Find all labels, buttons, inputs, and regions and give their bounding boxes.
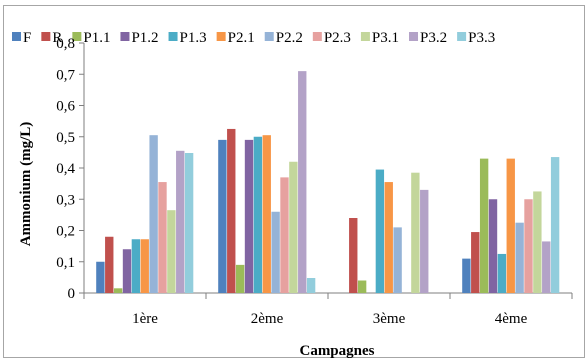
bar-f	[96, 261, 105, 293]
y-tick-label: 0,7	[56, 67, 75, 83]
bar-p2-1	[384, 182, 393, 293]
y-axis-title: Ammonium (mg/L)	[18, 122, 34, 247]
legend-swatch	[216, 32, 226, 41]
y-tick-label: 0,5	[56, 130, 75, 146]
bar-p3-3	[306, 278, 316, 293]
legend-swatch	[264, 32, 274, 41]
y-tick-label: 0,1	[56, 255, 75, 271]
legend-label: P2.1	[228, 30, 255, 46]
legend-label: P1.3	[180, 30, 207, 46]
legend-label: P1.1	[83, 30, 110, 46]
legend: F R P1.1 P1.2 P1.3 P2.1 P2.2 P2.3 P3.1 P3.2 P3.3	[12, 30, 495, 46]
bar-p1-1	[357, 280, 367, 293]
bar-p2-1	[140, 239, 149, 293]
bar-p1-3	[375, 169, 385, 293]
bar-p2-2	[393, 227, 402, 293]
bars	[96, 71, 560, 293]
bar-r	[471, 232, 480, 293]
bar-p3-2	[298, 71, 307, 293]
x-tick-label: 1ère	[132, 311, 158, 327]
bar-p1-3	[497, 253, 507, 293]
y-tick-label: 0,2	[56, 224, 75, 240]
y-tick-label: 0	[68, 286, 76, 302]
bar-f	[218, 139, 227, 293]
x-tick-label: 2ème	[251, 311, 284, 327]
bar-p3-1	[167, 210, 176, 293]
bar-p2-3	[280, 177, 289, 293]
bar-r	[105, 236, 114, 293]
y-tick-label: 0,8	[56, 36, 75, 52]
bar-p1-2	[122, 249, 132, 293]
bar-p2-2	[271, 211, 280, 293]
legend-label: P3.2	[420, 30, 447, 46]
bar-p3-1	[533, 191, 542, 293]
legend-label: P2.2	[276, 30, 303, 46]
legend-label: P3.1	[372, 30, 399, 46]
y-axis: 0 0,1 0,2 0,3 0,4 0,5 0,6 0,7 0,8	[56, 36, 85, 302]
legend-swatch	[41, 32, 51, 41]
bar-p2-2	[515, 222, 524, 293]
legend-label: R	[52, 30, 62, 46]
bar-p1-1	[235, 264, 245, 293]
bar-p3-3	[184, 153, 194, 293]
y-tick-label: 0,4	[56, 161, 75, 177]
x-tick-label: 3ème	[373, 311, 406, 327]
bar-p1-2	[244, 139, 254, 293]
x-tick-label: 4ème	[495, 311, 528, 327]
bar-r	[227, 128, 236, 293]
legend-swatch	[72, 32, 82, 41]
legend-label: P1.2	[131, 30, 158, 46]
bar-p2-3	[524, 199, 533, 293]
legend-swatch	[312, 32, 322, 41]
legend-swatch	[409, 32, 419, 41]
bar-p3-1	[411, 172, 420, 293]
x-axis-title: Campagnes	[299, 343, 374, 359]
bar-p2-1	[262, 135, 271, 293]
y-tick-label: 0,3	[56, 192, 75, 208]
legend-swatch	[120, 32, 130, 41]
bar-p3-2	[542, 241, 551, 293]
bar-p2-1	[506, 158, 515, 293]
legend-swatch	[457, 32, 467, 41]
bar-p1-3	[253, 136, 263, 293]
legend-swatch	[168, 32, 178, 41]
bar-p1-2	[488, 199, 498, 293]
bar-p1-1	[113, 288, 123, 293]
legend-swatch	[360, 32, 370, 41]
bar-p3-1	[289, 161, 298, 293]
bar-p2-2	[149, 135, 158, 293]
legend-label: P2.3	[324, 30, 351, 46]
bar-p3-3	[550, 157, 560, 293]
bar-p3-2	[176, 150, 185, 293]
bar-r	[349, 218, 358, 293]
y-tick-label: 0,6	[56, 99, 75, 115]
bar-f	[462, 258, 471, 293]
bar-p2-3	[158, 182, 167, 293]
legend-label: F	[23, 30, 31, 46]
bar-p3-2	[420, 189, 429, 293]
bar-p1-1	[479, 158, 489, 293]
legend-label: P3.3	[468, 30, 495, 46]
legend-swatch	[12, 32, 21, 41]
bar-p1-3	[131, 239, 141, 293]
